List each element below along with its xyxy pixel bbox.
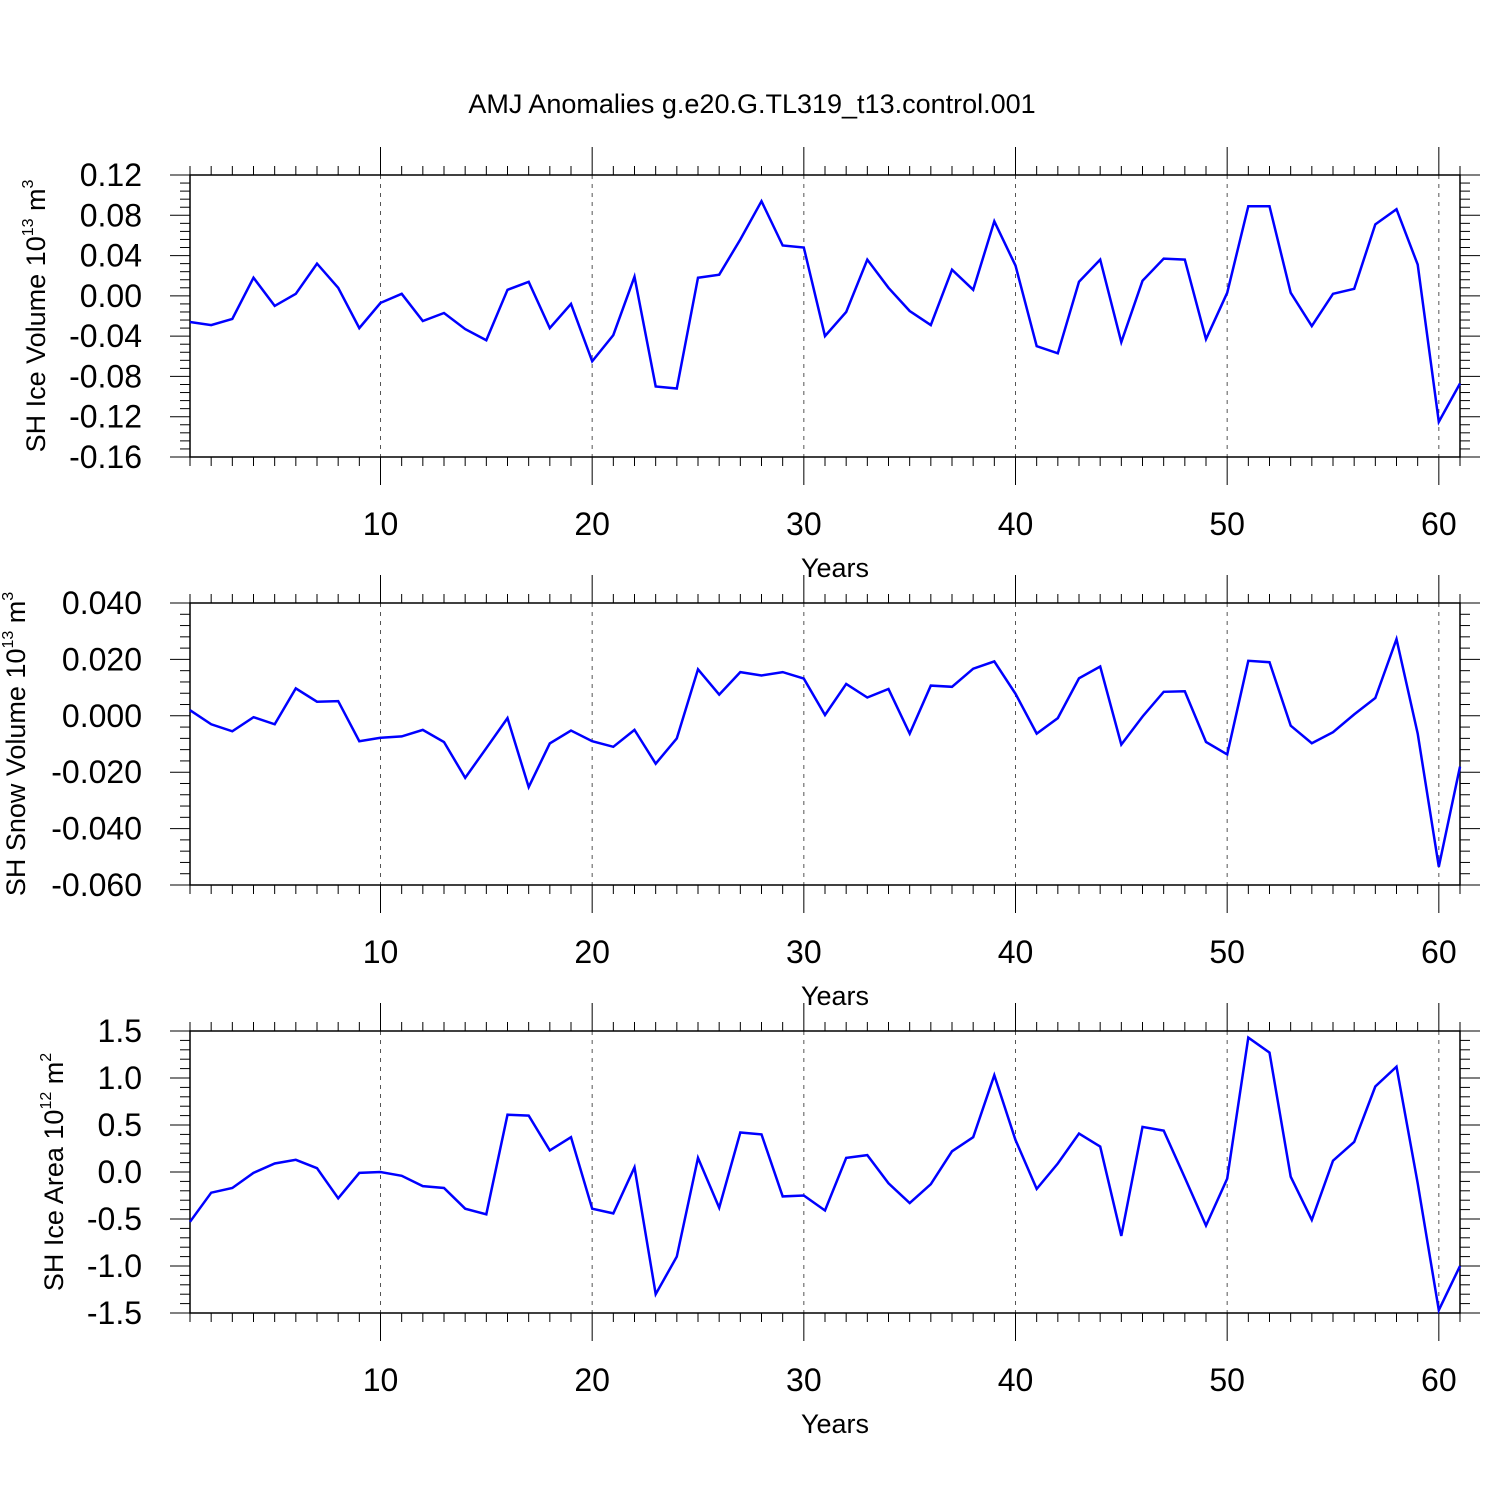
x-tick-label: 30 (786, 1362, 822, 1398)
x-tick-label: 40 (998, 934, 1034, 970)
x-tick-label: 60 (1421, 506, 1457, 542)
y-tick-label: 0.040 (62, 585, 142, 621)
plot-frame (189, 602, 1461, 886)
y-tick-label: -0.020 (51, 754, 142, 790)
x-tick-label: 10 (363, 506, 399, 542)
y-tick-label: 0.0 (98, 1154, 142, 1190)
y-tick-label: 0.000 (62, 698, 142, 734)
x-tick-label: 50 (1209, 506, 1245, 542)
panel-3: 10 20 30 40 50 60 -1.5 -1.0 -0.5 0.0 0.5 1.0 1.5 Year… (38, 1003, 1480, 1439)
x-tick-label: 30 (786, 506, 822, 542)
x-axis-label: Years (801, 1409, 869, 1439)
y-tick-label: 0.08 (80, 197, 142, 233)
figure-title: AMJ Anomalies g.e20.G.TL319_t13.control.… (468, 89, 1035, 119)
x-tick-label: 50 (1209, 1362, 1245, 1398)
y-tick-label: 0.020 (62, 641, 142, 677)
series-line (188, 1035, 1462, 1315)
plot-frame (189, 174, 1461, 458)
y-tick-label: -0.040 (51, 811, 142, 847)
x-tick-label: 20 (574, 506, 610, 542)
y-tick-label: -0.08 (69, 358, 142, 394)
plot-frame (189, 1030, 1461, 1314)
x-tick-label: 40 (998, 1362, 1034, 1398)
x-tick-label: 60 (1421, 1362, 1457, 1398)
y-tick-label: 0.00 (80, 278, 142, 314)
series-line (189, 634, 1462, 867)
x-tick-label: 40 (998, 506, 1034, 542)
x-tick-label: 20 (574, 1362, 610, 1398)
series-line (189, 198, 1462, 426)
panel-1: 10 20 30 40 50 60 -0.16 -0.12 -0.08 -0.04 0.00 0.04… (20, 147, 1480, 583)
x-tick-label: 60 (1421, 934, 1457, 970)
y-tick-label: 0.04 (80, 238, 142, 274)
x-tick-label: 50 (1209, 934, 1245, 970)
x-tick-label: 30 (786, 934, 822, 970)
y-tick-label: -0.12 (69, 399, 142, 435)
y-tick-label: 1.0 (98, 1060, 142, 1096)
y-tick-label: 0.12 (80, 157, 142, 193)
y-axis-label: SH Snow Volume 1013 m3 (0, 592, 31, 896)
y-tick-label: -0.04 (69, 318, 142, 354)
y-tick-label: 1.5 (98, 1013, 142, 1049)
x-tick-label: 10 (363, 1362, 399, 1398)
y-tick-label: -0.060 (51, 867, 142, 903)
y-axis-label: SH Ice Area 1012 m2 (38, 1053, 69, 1291)
y-axis-label: SH Ice Volume 1013 m3 (20, 179, 51, 452)
x-axis-label: Years (801, 553, 869, 583)
y-tick-label: -1.5 (87, 1295, 142, 1331)
x-tick-label: 10 (363, 934, 399, 970)
x-axis-label: Years (801, 981, 869, 1011)
y-tick-label: -0.16 (69, 439, 142, 475)
x-tick-label: 20 (574, 934, 610, 970)
y-tick-label: -0.5 (87, 1201, 142, 1237)
y-tick-label: -1.0 (87, 1248, 142, 1284)
y-tick-label: 0.5 (98, 1107, 142, 1143)
panel-2: 10 20 30 40 50 60 -0.060 -0.040 -0.020 0.000 0.020… (0, 575, 1480, 1011)
